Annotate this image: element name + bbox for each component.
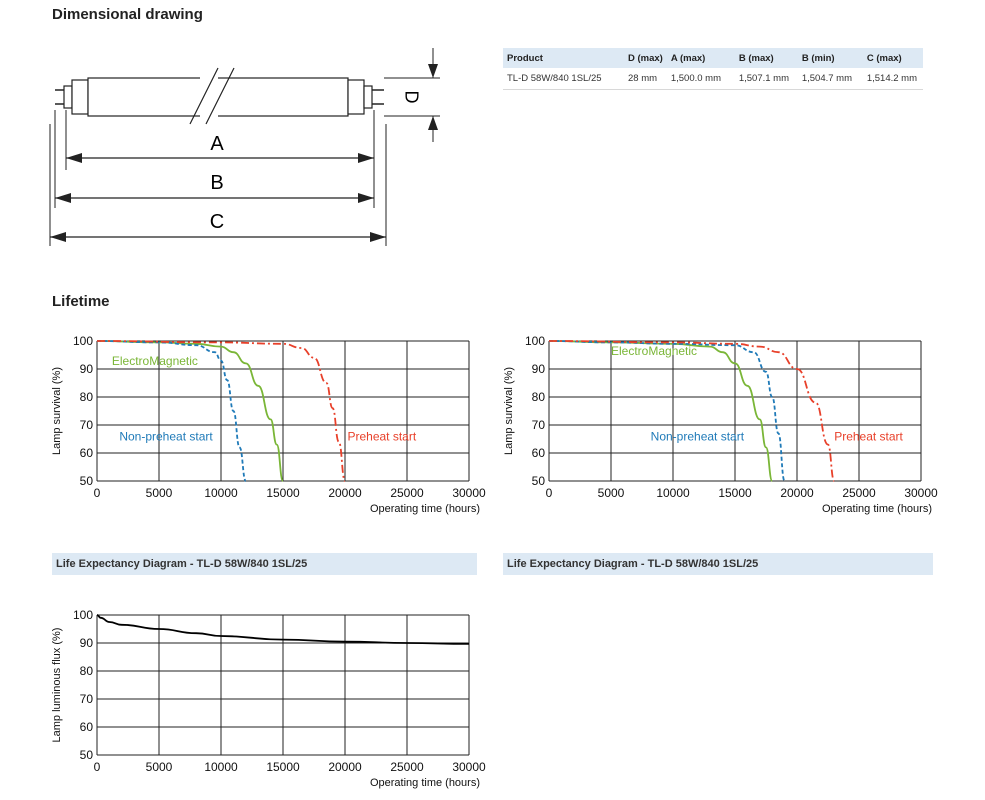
series-annotation: Non-preheat start bbox=[119, 429, 213, 443]
table-cell: TL-D 58W/840 1SL/25 bbox=[503, 68, 624, 90]
series-line bbox=[548, 340, 786, 482]
table-cell: 28 mm bbox=[624, 68, 667, 90]
life-expectancy-caption-right: Life Expectancy Diagram - TL-D 58W/840 1… bbox=[503, 553, 933, 575]
plot-area bbox=[96, 614, 470, 756]
y-tick-label: 70 bbox=[532, 418, 546, 432]
lamp-survival-chart-left: 0 5000 10000 15000 20000 25000 30000 50 60 70 80 90… bbox=[51, 334, 486, 515]
x-tick-label: 20000 bbox=[328, 486, 362, 500]
table-header: B (max) bbox=[734, 48, 798, 68]
x-tick-label: 5000 bbox=[598, 486, 625, 500]
dimensional-drawing-title: Dimensional drawing bbox=[52, 6, 203, 23]
y-tick-label: 70 bbox=[80, 692, 94, 706]
x-tick-label: 10000 bbox=[204, 486, 238, 500]
y-tick-label: 50 bbox=[80, 474, 94, 488]
y-axis-label: Lamp luminous flux (%) bbox=[51, 628, 63, 743]
x-tick-label: 0 bbox=[546, 486, 553, 500]
y-tick-label: 90 bbox=[532, 362, 546, 376]
y-tick-label: 80 bbox=[80, 664, 94, 678]
x-axis-label: Operating time (hours) bbox=[370, 503, 480, 515]
x-tick-label: 25000 bbox=[390, 760, 424, 774]
dimension-d-label: D bbox=[401, 91, 421, 104]
lamp-survival-chart-right: 0 5000 10000 15000 20000 25000 30000 50 60 70 80 90… bbox=[503, 334, 938, 515]
table-cell: 1,507.1 mm bbox=[734, 68, 798, 90]
table-header-row: Product D (max) A (max) B (max) B (min) … bbox=[503, 48, 923, 68]
y-tick-label: 60 bbox=[80, 446, 94, 460]
x-tick-label: 20000 bbox=[780, 486, 814, 500]
y-tick-label: 50 bbox=[80, 748, 94, 762]
plot-area bbox=[548, 340, 922, 482]
y-axis-label: Lamp survival (%) bbox=[503, 367, 515, 455]
y-tick-label: 80 bbox=[80, 390, 94, 404]
y-tick-label: 70 bbox=[80, 418, 94, 432]
table-header: Product bbox=[503, 48, 624, 68]
x-tick-label: 25000 bbox=[390, 486, 424, 500]
series-annotation: ElectroMagnetic bbox=[112, 354, 198, 368]
series-line bbox=[96, 340, 247, 482]
lifetime-title: Lifetime bbox=[52, 293, 110, 310]
table-header: A (max) bbox=[666, 48, 735, 68]
series-line bbox=[548, 340, 836, 482]
x-tick-label: 15000 bbox=[266, 486, 300, 500]
x-tick-label: 15000 bbox=[266, 760, 300, 774]
series-line bbox=[96, 614, 470, 645]
dimensional-drawing: D A B C bbox=[49, 48, 440, 246]
plot-area bbox=[96, 340, 470, 482]
life-expectancy-caption-left: Life Expectancy Diagram - TL-D 58W/840 1… bbox=[52, 553, 477, 575]
series-annotation: Preheat start bbox=[834, 429, 903, 443]
y-tick-label: 50 bbox=[532, 474, 546, 488]
table-cell: 1,514.2 mm bbox=[862, 68, 923, 90]
x-tick-label: 0 bbox=[94, 486, 101, 500]
x-axis-label: Operating time (hours) bbox=[822, 503, 932, 515]
dimension-a-label: A bbox=[210, 133, 224, 155]
series-annotation: Preheat start bbox=[347, 429, 416, 443]
x-tick-label: 25000 bbox=[842, 486, 876, 500]
x-tick-label: 30000 bbox=[452, 760, 486, 774]
dimension-c-label: C bbox=[210, 211, 224, 233]
series-line bbox=[96, 340, 346, 482]
y-tick-label: 90 bbox=[80, 636, 94, 650]
x-tick-label: 5000 bbox=[146, 760, 173, 774]
table-header: D (max) bbox=[624, 48, 667, 68]
x-tick-label: 30000 bbox=[904, 486, 938, 500]
x-axis-label: Operating time (hours) bbox=[370, 777, 480, 789]
table-row: TL-D 58W/840 1SL/25 28 mm 1,500.0 mm 1,5… bbox=[503, 68, 923, 90]
x-tick-label: 15000 bbox=[718, 486, 752, 500]
series-annotation: Non-preheat start bbox=[651, 429, 745, 443]
product-dimensions-table: Product D (max) A (max) B (max) B (min) … bbox=[503, 48, 923, 90]
y-tick-label: 80 bbox=[532, 390, 546, 404]
table-cell: 1,500.0 mm bbox=[666, 68, 735, 90]
y-tick-label: 100 bbox=[73, 334, 93, 348]
table-header: C (max) bbox=[862, 48, 923, 68]
y-tick-label: 60 bbox=[532, 446, 546, 460]
series-annotation: ElectroMagnetic bbox=[611, 344, 697, 358]
y-tick-label: 100 bbox=[73, 608, 93, 622]
dimension-b-label: B bbox=[210, 172, 223, 194]
x-tick-label: 5000 bbox=[146, 486, 173, 500]
x-tick-label: 10000 bbox=[204, 760, 238, 774]
x-tick-label: 30000 bbox=[452, 486, 486, 500]
series-line bbox=[548, 340, 774, 482]
y-tick-label: 100 bbox=[525, 334, 545, 348]
y-tick-label: 90 bbox=[80, 362, 94, 376]
x-tick-label: 0 bbox=[94, 760, 101, 774]
table-cell: 1,504.7 mm bbox=[797, 68, 863, 90]
luminous-flux-chart: 0 5000 10000 15000 20000 25000 30000 50 60 70 80 90… bbox=[51, 608, 486, 789]
table-header: B (min) bbox=[797, 48, 863, 68]
x-tick-label: 20000 bbox=[328, 760, 362, 774]
x-tick-label: 10000 bbox=[656, 486, 690, 500]
y-tick-label: 60 bbox=[80, 720, 94, 734]
y-axis-label: Lamp survival (%) bbox=[51, 367, 63, 455]
